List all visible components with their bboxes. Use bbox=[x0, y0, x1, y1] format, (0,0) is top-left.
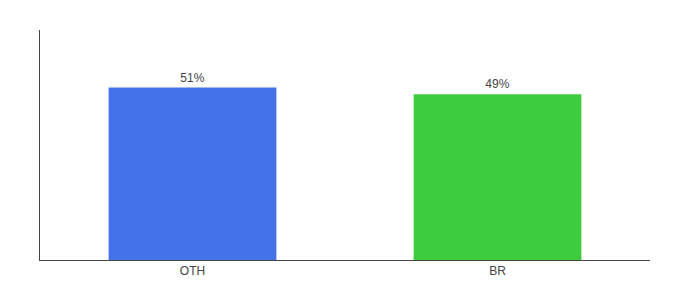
svg-text:OTH: OTH bbox=[180, 264, 205, 278]
svg-text:BR: BR bbox=[489, 264, 506, 278]
svg-text:51%: 51% bbox=[180, 71, 204, 85]
svg-text:49%: 49% bbox=[485, 77, 509, 91]
